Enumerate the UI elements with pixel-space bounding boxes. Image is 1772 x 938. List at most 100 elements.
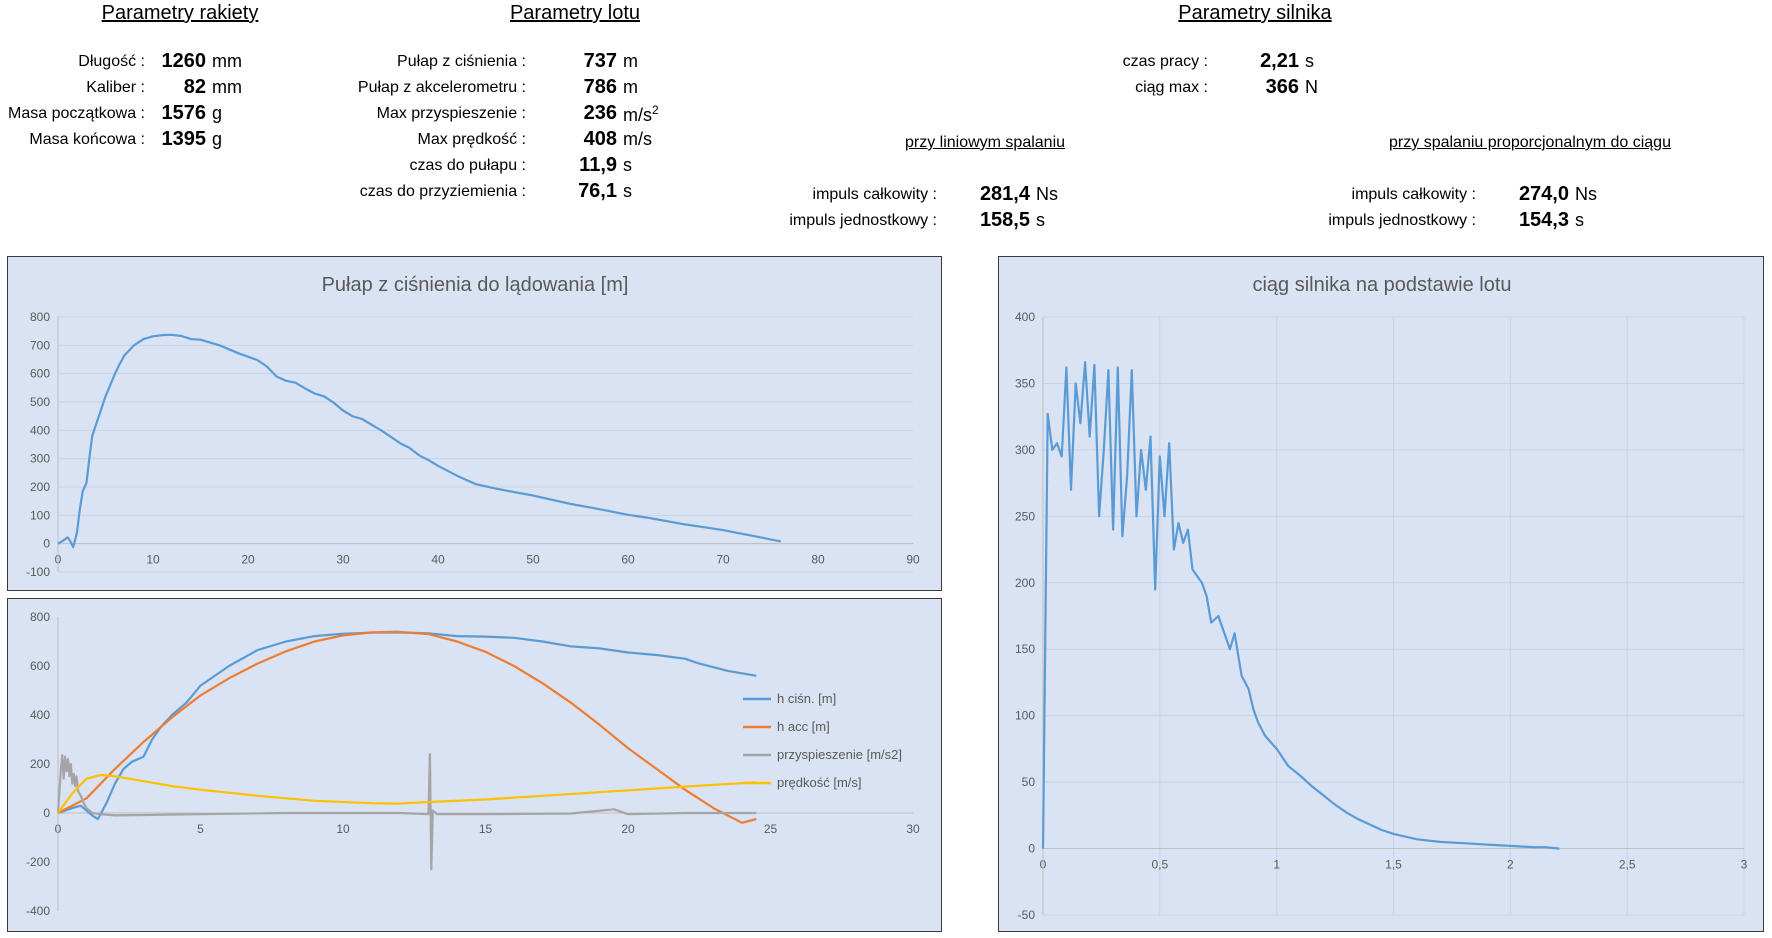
x-tick-label: 40 bbox=[431, 553, 445, 567]
y-tick-label: 800 bbox=[30, 610, 50, 624]
x-tick-label: 70 bbox=[716, 553, 730, 567]
flight-param-value: 408 bbox=[583, 128, 617, 150]
rocket-param-label: Kaliber : bbox=[86, 79, 145, 96]
x-tick-label: 60 bbox=[621, 553, 635, 567]
series-line-h-ci-n-m- bbox=[57, 631, 757, 821]
legend-entry: h acc [m] bbox=[777, 719, 830, 734]
x-tick-label: 1,5 bbox=[1385, 858, 1402, 872]
altitude-chart: Pułap z ciśnienia do lądowania [m] -100 0 1… bbox=[26, 274, 920, 579]
x-tick-label: 25 bbox=[764, 822, 778, 836]
x-tick-label: 2,5 bbox=[1619, 858, 1636, 872]
y-tick-label: 300 bbox=[30, 452, 50, 466]
chart-title: Pułap z ciśnienia do lądowania [m] bbox=[322, 274, 629, 296]
flight-data-chart-panel: -400-2000200400600800051015202530h ciśn.… bbox=[7, 598, 942, 932]
y-tick-label: 50 bbox=[1022, 775, 1036, 789]
chart-title: ciąg silnika na podstawie lotu bbox=[1252, 274, 1511, 296]
y-tick-label: 200 bbox=[30, 757, 50, 771]
x-tick-label: 20 bbox=[241, 553, 255, 567]
proportional-param-unit: s bbox=[1575, 210, 1584, 230]
y-tick-label: -50 bbox=[1018, 908, 1036, 922]
y-tick-label: 150 bbox=[1015, 642, 1035, 656]
x-tick-label: 30 bbox=[336, 553, 350, 567]
series-line-h-ci-n-m- bbox=[57, 333, 782, 549]
flight-param-label: Max przyspieszenie : bbox=[376, 105, 526, 122]
flight-params-title: Parametry lotu bbox=[509, 2, 641, 24]
y-tick-label: 0 bbox=[1028, 842, 1035, 856]
rocket-param-unit: mm bbox=[212, 51, 242, 71]
flight-param-label: Max prędkość : bbox=[417, 131, 526, 148]
legend-entry: h ciśn. [m] bbox=[777, 691, 836, 706]
y-tick-label: 250 bbox=[1015, 509, 1035, 523]
rocket-param-label: Długość : bbox=[78, 53, 145, 70]
y-tick-label: 500 bbox=[30, 395, 50, 409]
y-tick-label: -200 bbox=[26, 855, 50, 869]
rocket-param-label: Masa początkowa : bbox=[8, 105, 145, 122]
rocket-param-value: 82 bbox=[183, 76, 206, 98]
y-tick-label: 700 bbox=[30, 338, 50, 352]
y-tick-label: 400 bbox=[1015, 310, 1035, 324]
series-line-przyspieszenie-m-s2- bbox=[56, 753, 757, 871]
flight-param-unit: s bbox=[623, 181, 632, 201]
flight-param-value: 11,9 bbox=[579, 154, 617, 176]
y-tick-label: 0 bbox=[43, 806, 50, 820]
rocket-param-value: 1576 bbox=[161, 102, 207, 124]
proportional-burn-title: przy spalaniu proporcjonalnym do ciągu bbox=[1389, 134, 1671, 151]
linear-param-label: impuls całkowity : bbox=[812, 186, 937, 203]
series-line-pr-dko-m-s- bbox=[57, 773, 757, 814]
y-tick-label: 600 bbox=[30, 659, 50, 673]
engine-param-label: ciąg max : bbox=[1135, 79, 1208, 96]
y-tick-label: 200 bbox=[30, 480, 50, 494]
x-tick-label: 5 bbox=[197, 822, 204, 836]
flight-param-label: Pułap z ciśnienia : bbox=[397, 53, 526, 70]
proportional-param-value: 154,3 bbox=[1518, 209, 1569, 231]
x-tick-label: 1 bbox=[1273, 858, 1280, 872]
flight-param-value: 76,1 bbox=[578, 180, 617, 202]
rocket-param-value: 1395 bbox=[161, 128, 207, 150]
linear-param-unit: s bbox=[1036, 210, 1045, 230]
y-tick-label: 800 bbox=[30, 310, 50, 324]
y-tick-label: 0 bbox=[43, 537, 50, 551]
rocket-params-title: Parametry rakiety bbox=[101, 2, 259, 24]
flight-data-chart: -400-2000200400600800051015202530h ciśn.… bbox=[26, 610, 920, 918]
y-tick-label: 300 bbox=[1015, 443, 1035, 457]
x-tick-label: 50 bbox=[526, 553, 540, 567]
y-tick-label: 400 bbox=[30, 423, 50, 437]
rocket-param-unit: g bbox=[212, 103, 223, 123]
rocket-param-value: 1260 bbox=[161, 50, 207, 72]
flight-param-unit: m/s bbox=[623, 129, 652, 149]
y-tick-label: 100 bbox=[30, 508, 50, 522]
legend-entry: prędkość [m/s] bbox=[777, 775, 862, 790]
flight-param-unit: m bbox=[623, 77, 638, 97]
linear-param-value: 281,4 bbox=[979, 183, 1030, 205]
linear-param-label: impuls jednostkowy : bbox=[789, 212, 937, 229]
engine-param-value: 366 bbox=[1265, 76, 1299, 98]
flight-param-value: 737 bbox=[583, 50, 617, 72]
engine-param-unit: s bbox=[1305, 51, 1314, 71]
y-tick-label: 400 bbox=[30, 708, 50, 722]
x-tick-label: 30 bbox=[906, 822, 920, 836]
x-tick-label: 15 bbox=[479, 822, 493, 836]
flight-param-label: czas do pułapu : bbox=[409, 157, 526, 174]
rocket-param-unit: mm bbox=[212, 77, 242, 97]
x-tick-label: 80 bbox=[811, 553, 825, 567]
engine-param-unit: N bbox=[1305, 77, 1318, 97]
linear-param-unit: Ns bbox=[1036, 184, 1058, 204]
y-tick-label: -400 bbox=[26, 904, 50, 918]
flight-param-unit: m/s2 bbox=[623, 103, 659, 125]
x-tick-label: 90 bbox=[906, 553, 920, 567]
series-line-ci-g-n- bbox=[1041, 361, 1560, 850]
proportional-param-label: impuls całkowity : bbox=[1351, 186, 1476, 203]
proportional-param-label: impuls jednostkowy : bbox=[1328, 212, 1476, 229]
x-tick-label: 3 bbox=[1741, 858, 1748, 872]
engine-param-label: czas pracy : bbox=[1122, 53, 1208, 70]
x-tick-label: 10 bbox=[336, 822, 350, 836]
flight-param-value: 786 bbox=[583, 76, 617, 98]
y-tick-label: 350 bbox=[1015, 376, 1035, 390]
engine-params-title: Parametry silnika bbox=[1178, 2, 1332, 24]
series-line-h-acc-m- bbox=[57, 630, 757, 824]
y-tick-label: 600 bbox=[30, 367, 50, 381]
x-tick-label: 20 bbox=[621, 822, 635, 836]
proportional-param-unit: Ns bbox=[1575, 184, 1597, 204]
rocket-param-label: Masa końcowa : bbox=[29, 131, 145, 148]
thrust-chart-panel: ciąg silnika na podstawie lotu -50 0 50 100 1… bbox=[998, 256, 1764, 932]
